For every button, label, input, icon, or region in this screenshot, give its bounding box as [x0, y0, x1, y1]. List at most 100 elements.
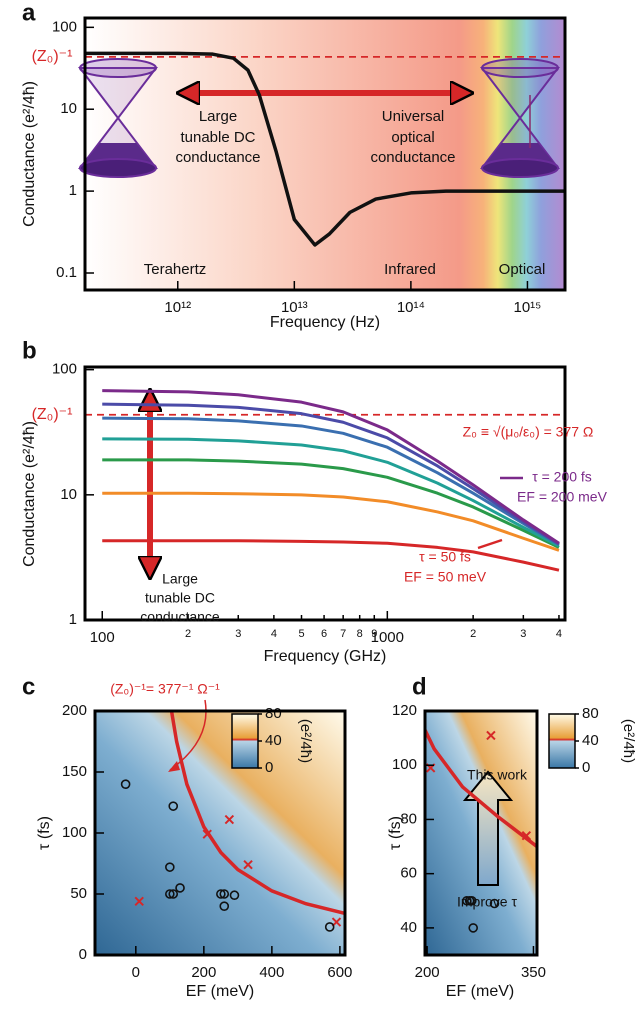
- annotation: τ = 50 fs: [419, 549, 471, 565]
- cone-rim: [481, 58, 559, 78]
- circle-marker: [216, 889, 226, 899]
- annotation: EF = 200 meV: [517, 489, 608, 505]
- annotation: Large: [199, 108, 237, 125]
- annotation: Optical: [499, 261, 546, 278]
- cone-base: [481, 158, 559, 178]
- data-line: [102, 402, 560, 546]
- x-tick-label: 3: [235, 628, 241, 640]
- x-tick-label: 0: [132, 964, 140, 981]
- y-tick-label: 100: [52, 361, 77, 378]
- y-axis-label: Conductance (e²/4ħ): [21, 421, 38, 567]
- annotation: conductance: [175, 149, 260, 166]
- y-tick-label: 60: [400, 865, 417, 882]
- circle-marker: [168, 801, 179, 811]
- x-tick-label: 1000: [371, 629, 404, 646]
- annotation: (Z₀)⁻¹= 377⁻¹ Ω⁻¹: [110, 681, 220, 697]
- y-tick-label: 40: [400, 919, 417, 936]
- reference-label: (Z₀)⁻¹: [32, 406, 73, 423]
- y-tick-label: 100: [52, 18, 77, 35]
- y-tick-label: 100: [392, 756, 417, 773]
- cone-rim: [79, 58, 157, 78]
- x-tick-label: 200: [191, 964, 216, 981]
- colorbar-tick-label: 0: [265, 759, 273, 776]
- cross-marker: [486, 730, 496, 741]
- circle-marker: [462, 895, 472, 906]
- data-line: [102, 458, 560, 549]
- x-tick-label: 200: [415, 964, 440, 981]
- axes-frame: [83, 365, 567, 622]
- circle-marker: [219, 889, 230, 899]
- circle-marker: [168, 889, 179, 899]
- colorbar: [548, 713, 576, 769]
- y-tick-label: 100: [62, 824, 87, 841]
- x-tick-label: 350: [521, 964, 546, 981]
- annotation: Z₀ ≡ √(μ₀/ε₀) = 377 Ω: [463, 424, 594, 440]
- plot-area: [425, 729, 537, 933]
- x-tick-label: 100: [90, 629, 115, 646]
- circle-marker: [219, 901, 230, 912]
- y-axis-label: τ (fs): [387, 816, 404, 850]
- x-axis-label: Frequency (Hz): [270, 314, 380, 331]
- x-tick-label: 4: [556, 628, 562, 640]
- annotation: Large: [162, 571, 198, 587]
- x-axis-label: Frequency (GHz): [264, 648, 387, 665]
- circle-marker: [468, 923, 479, 933]
- circle-marker: [489, 898, 500, 909]
- cross-marker: [243, 860, 253, 870]
- plot-area: [85, 51, 565, 247]
- panel-label: b: [22, 337, 37, 364]
- x-tick-label: 600: [327, 964, 352, 981]
- x-axis-label: EF (meV): [186, 983, 254, 1000]
- x-tick-label: 6: [321, 628, 327, 640]
- x-tick-label: 10¹⁵: [513, 299, 541, 316]
- legend-line: [477, 538, 503, 550]
- data-line: [85, 51, 565, 247]
- colorbar-tick-label: 80: [265, 705, 282, 722]
- cross-marker: [521, 831, 532, 841]
- dirac-cone: [77, 58, 159, 178]
- data-line: [102, 437, 560, 548]
- circle-marker: [175, 883, 185, 893]
- x-tick-label: 2: [470, 628, 476, 640]
- threshold-curve: [425, 729, 537, 848]
- y-tick-label: 10: [60, 486, 77, 503]
- y-tick-label: 80: [400, 810, 417, 827]
- annotation: tunable DC: [145, 590, 215, 606]
- panel-label: d: [412, 673, 427, 700]
- reference-label: (Z₀)⁻¹: [32, 48, 73, 65]
- data-line: [102, 416, 560, 546]
- x-tick-label: 8: [357, 628, 363, 640]
- data-line: [102, 491, 560, 552]
- x-tick-label: 10¹²: [164, 299, 191, 316]
- annotation: conductance: [140, 609, 220, 625]
- annotation: Universal: [382, 108, 445, 125]
- data-line: [102, 389, 560, 545]
- annotation: Terahertz: [144, 261, 207, 278]
- circle-marker: [229, 890, 240, 901]
- cone-base: [79, 158, 157, 178]
- y-tick-label: 120: [392, 702, 417, 719]
- colorbar-label: (e²/4ħ): [620, 719, 637, 763]
- x-tick-label: 400: [259, 964, 284, 981]
- x-tick-label: 2: [185, 628, 191, 640]
- x-tick-label: 3: [520, 628, 526, 640]
- y-tick-label: 200: [62, 702, 87, 719]
- annotation: Infrared: [384, 261, 436, 278]
- dirac-cone: [479, 58, 561, 178]
- x-tick-label: 5: [298, 628, 304, 640]
- y-tick-label: 0.1: [56, 264, 77, 281]
- x-axis-label: EF (meV): [446, 983, 514, 1000]
- axes-frame: [423, 709, 539, 957]
- y-tick-label: 1: [69, 182, 77, 199]
- y-tick-label: 10: [60, 100, 77, 117]
- y-axis-label: τ (fs): [36, 816, 53, 850]
- y-tick-label: 0: [79, 946, 87, 963]
- colorbar-tick-label: 40: [582, 732, 599, 749]
- annotation: Improve τ: [457, 894, 517, 910]
- annotation: conductance: [370, 149, 455, 166]
- x-tick-label: 7: [340, 628, 346, 640]
- x-tick-label: 9: [371, 628, 377, 640]
- y-tick-label: 150: [62, 763, 87, 780]
- annotation: This work: [467, 767, 528, 783]
